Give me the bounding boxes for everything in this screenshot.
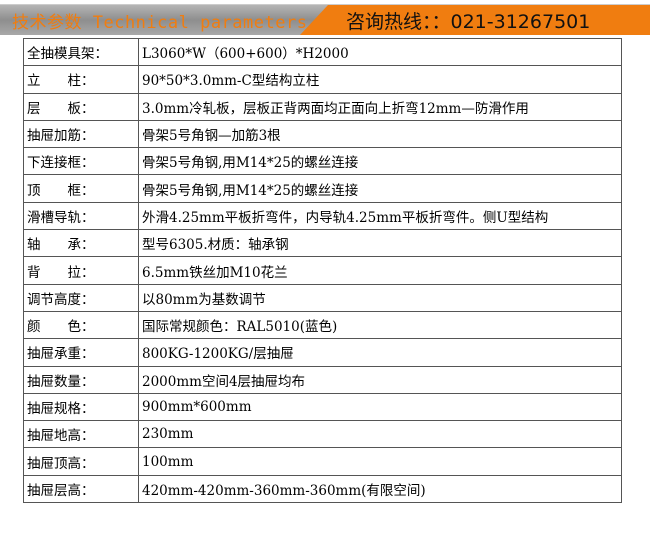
param-value: 骨架5号角钢,用M14*25的螺丝连接 (138, 147, 622, 176)
table-row: 全抽模具架： L3060*W（600+600）*H2000 (23, 37, 622, 67)
param-label: 背 拉： (23, 256, 139, 285)
param-label: 层 板： (23, 92, 139, 121)
table-row: 层 板： 3.0mm冷轧板，层板正背两面均正面向上折弯12mm—防滑作用 (23, 92, 622, 121)
param-value: 外滑4.25mm平板折弯件，内导轨4.25mm平板折弯件。侧U型结构 (138, 201, 622, 231)
param-value: 骨架5号角钢—加筋3根 (138, 119, 622, 149)
table-row: 调节高度： 以80mm为基数调节 (23, 283, 622, 312)
param-label: 抽屉规格： (23, 392, 139, 422)
table-row: 轴 承： 型号6305.材质：轴承钢 (23, 229, 622, 258)
param-label: 抽屉顶高： (23, 447, 139, 476)
param-label: 抽屉地高： (23, 420, 139, 449)
param-label: 抽屉数量： (23, 365, 139, 394)
param-value: 90*50*3.0mm-C型结构立柱 (138, 65, 622, 94)
param-label: 轴 承： (23, 229, 139, 258)
table-row: 抽屉数量： 2000mm空间4层抽屉均布 (23, 365, 622, 394)
param-label: 调节高度： (23, 283, 139, 312)
table-row: 立 柱： 90*50*3.0mm-C型结构立柱 (23, 65, 622, 94)
param-value: 2000mm空间4层抽屉均布 (138, 365, 622, 394)
section-title: 技术参数 Technical parameters (12, 13, 308, 33)
param-value: 以80mm为基数调节 (138, 283, 622, 312)
param-label: 滑槽导轨： (23, 201, 139, 231)
table-row: 抽屉加筋： 骨架5号角钢—加筋3根 (23, 119, 622, 149)
parameters-table: 全抽模具架： L3060*W（600+600）*H2000 立 柱： 90*50*3.… (23, 37, 622, 504)
param-value: 900mm*600mm (138, 392, 622, 422)
table-row: 顶 框： 骨架5号角钢,用M14*25的螺丝连接 (23, 174, 622, 203)
param-value: 骨架5号角钢,用M14*25的螺丝连接 (138, 174, 622, 203)
param-value: 230mm (138, 420, 622, 449)
hotline-band (300, 5, 650, 35)
param-label: 下连接框： (23, 147, 139, 176)
table-row: 背 拉： 6.5mm铁丝加M10花兰 (23, 256, 622, 285)
table-row: 颜 色： 国际常规颜色：RAL5010(蓝色) (23, 310, 622, 340)
param-label: 立 柱： (23, 65, 139, 94)
param-label: 顶 框： (23, 174, 139, 203)
param-value: 国际常规颜色：RAL5010(蓝色) (138, 310, 622, 340)
param-label: 抽屉层高： (23, 474, 139, 504)
param-value: 3.0mm冷轧板，层板正背两面均正面向上折弯12mm—防滑作用 (138, 92, 622, 121)
param-value: 800KG-1200KG/层抽屉 (138, 338, 622, 367)
table-row: 抽屉地高： 230mm (23, 420, 622, 449)
param-label: 抽屉加筋： (23, 119, 139, 149)
param-value: 100mm (138, 447, 622, 476)
param-value: L3060*W（600+600）*H2000 (138, 37, 622, 67)
table-row: 抽屉规格： 900mm*600mm (23, 392, 622, 422)
hotline-text: 咨询热线：：021-31267501 (346, 11, 591, 33)
table-row: 下连接框： 骨架5号角钢,用M14*25的螺丝连接 (23, 147, 622, 176)
table-row: 滑槽导轨： 外滑4.25mm平板折弯件，内导轨4.25mm平板折弯件。侧U型结构 (23, 201, 622, 231)
param-value: 420mm-420mm-360mm-360mm(有限空间) (138, 474, 622, 504)
table-row: 抽屉层高： 420mm-420mm-360mm-360mm(有限空间) (23, 474, 622, 504)
param-value: 6.5mm铁丝加M10花兰 (138, 256, 622, 285)
param-value: 型号6305.材质：轴承钢 (138, 229, 622, 258)
table-row: 抽屉顶高： 100mm (23, 447, 622, 476)
header-banner: 技术参数 Technical parameters 咨询热线：：021-3126… (0, 4, 650, 35)
param-label: 全抽模具架： (23, 37, 139, 67)
param-label: 抽屉承重： (23, 338, 139, 367)
table-row: 抽屉承重： 800KG-1200KG/层抽屉 (23, 338, 622, 367)
param-label: 颜 色： (23, 310, 139, 340)
